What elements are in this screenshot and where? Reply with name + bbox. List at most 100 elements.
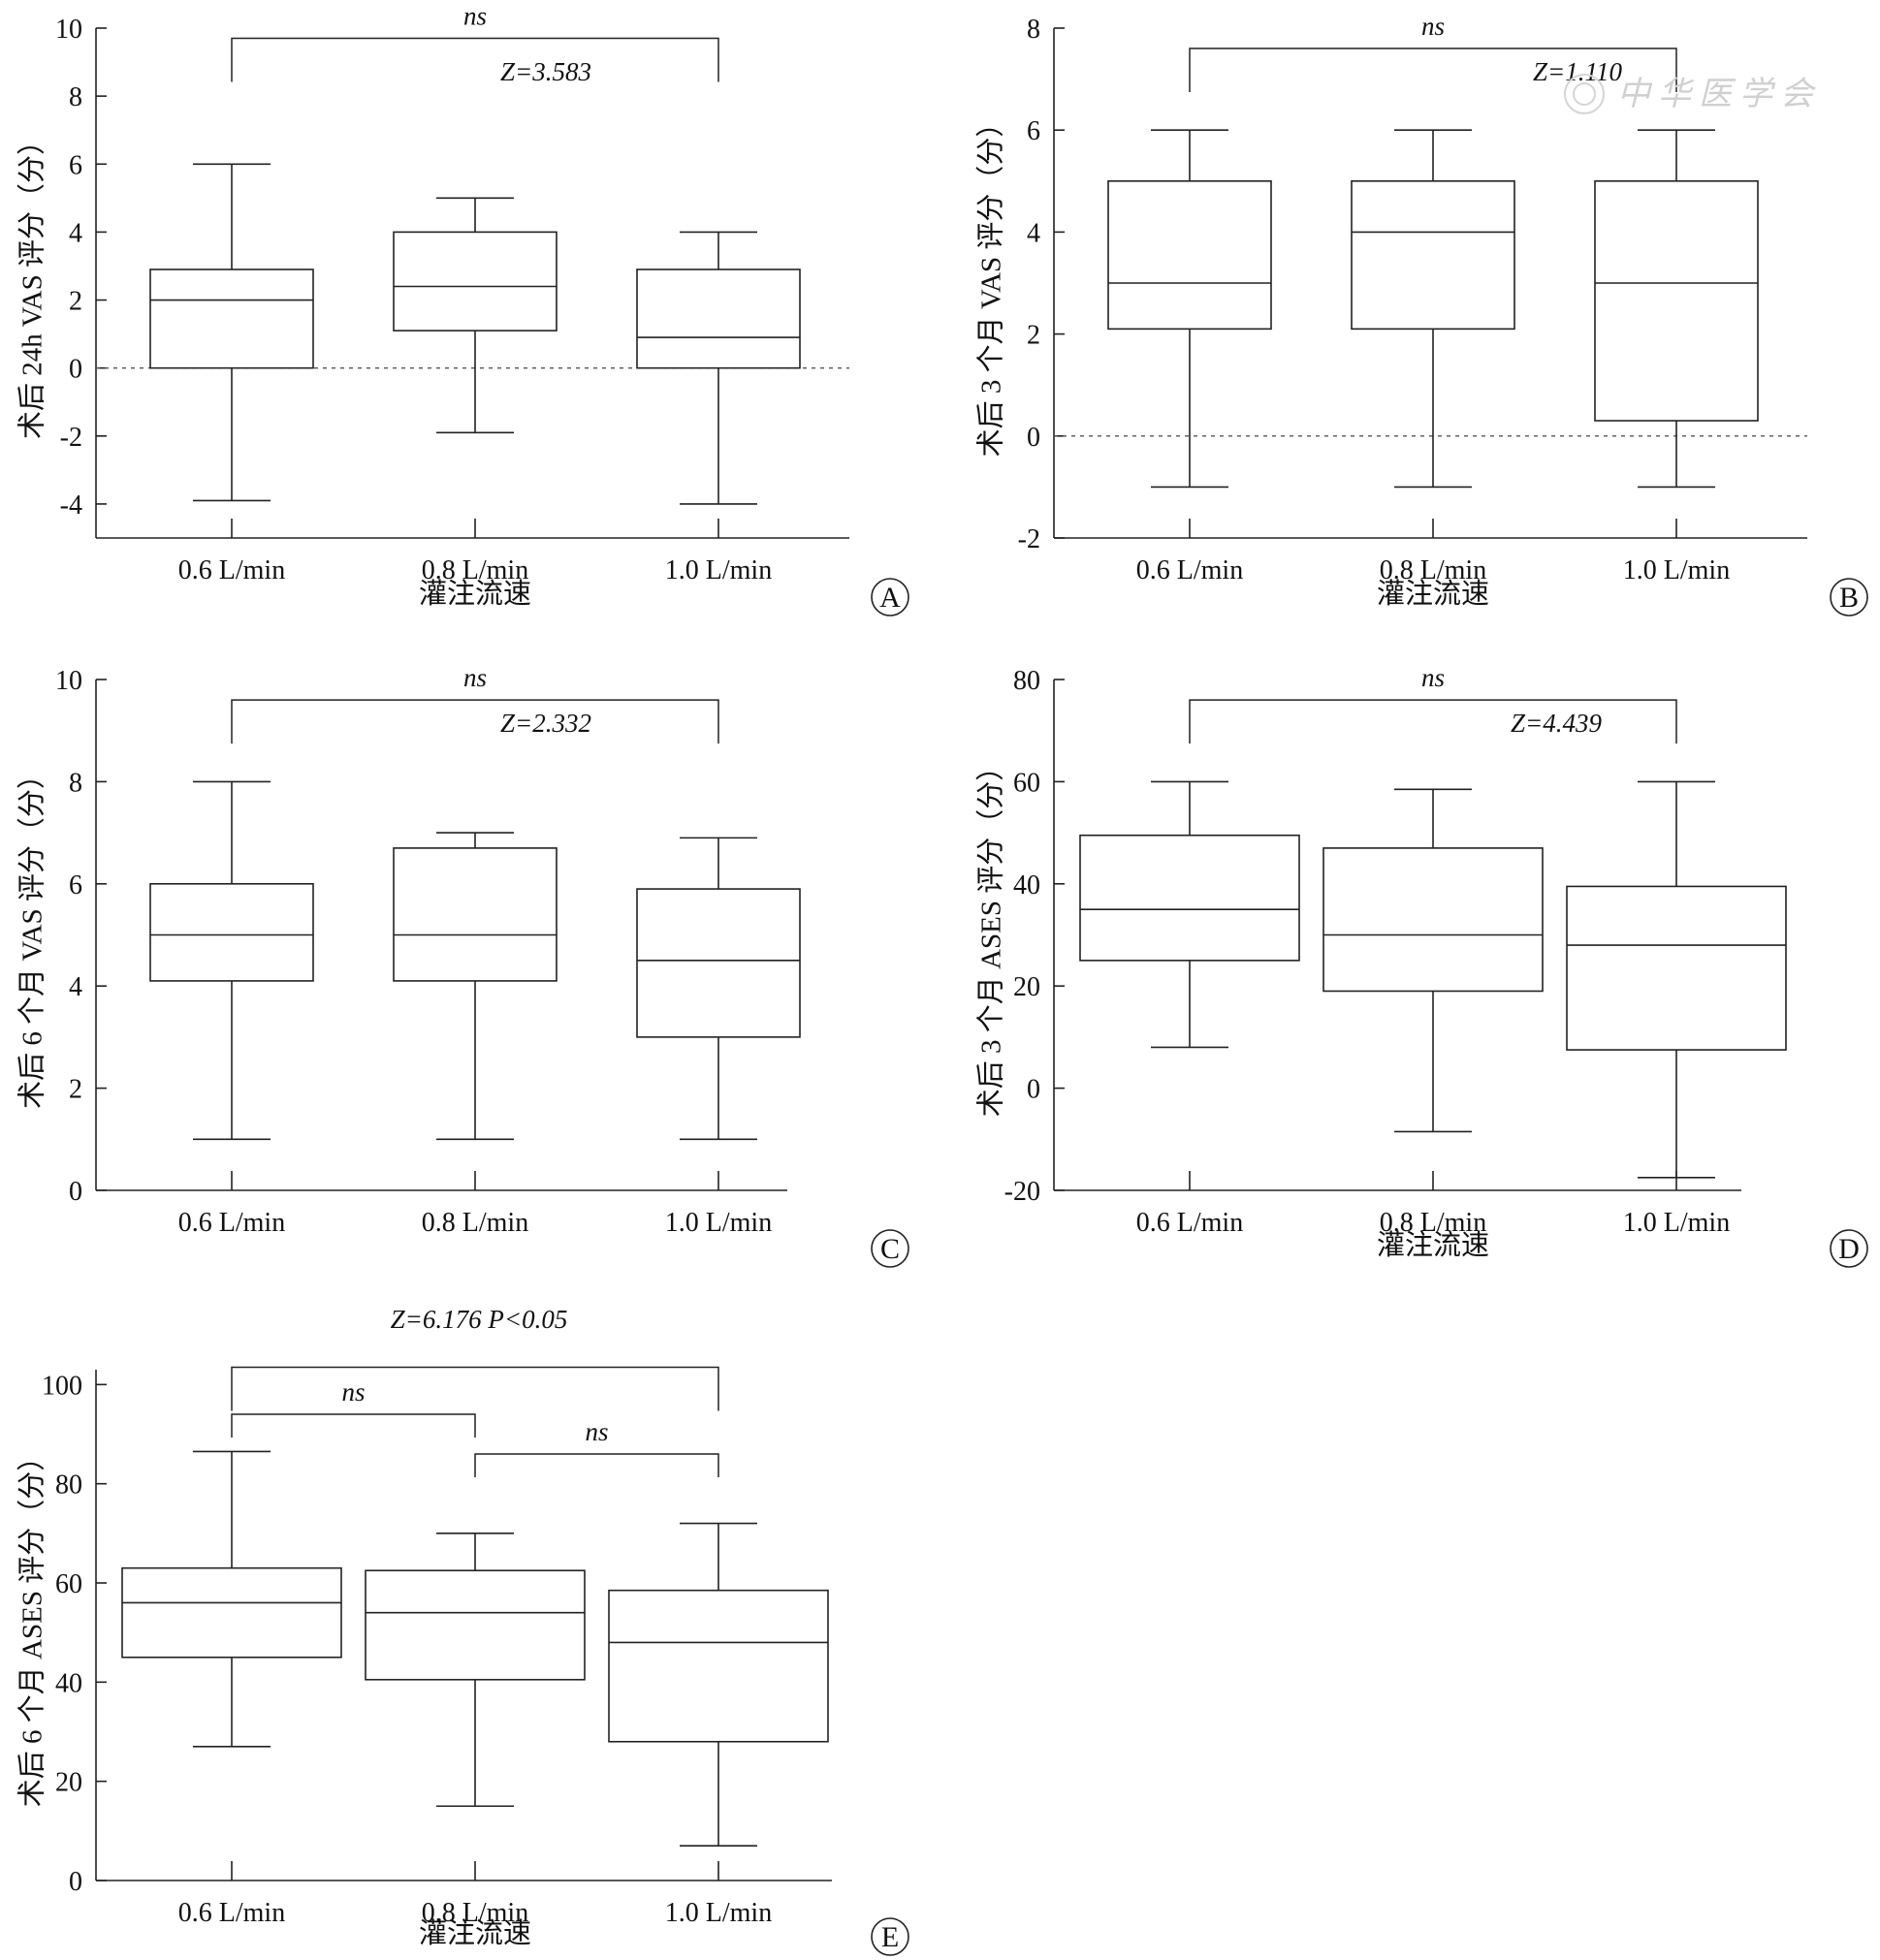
y-tick-label: -20 <box>1004 1177 1040 1207</box>
box-3 <box>636 231 801 505</box>
watermark-seal-icon <box>1564 74 1605 114</box>
y-tick-label: 0 <box>69 1867 82 1897</box>
box-1 <box>149 780 314 1141</box>
y-tick-label: 6 <box>1027 116 1040 146</box>
iqr-box <box>1322 847 1544 993</box>
x-tick-label: 1.0 L/min <box>665 1898 772 1928</box>
x-tick-label: 0.8 L/min <box>422 1208 528 1238</box>
y-axis-title: 术后 6 个月 ASES 评分（分） <box>16 1443 48 1807</box>
x-tick-label: 0.6 L/min <box>178 1898 285 1928</box>
iqr-box <box>1594 180 1759 422</box>
statistic-annotation: Z=4.439 <box>1511 709 1602 738</box>
x-axis-title: 灌注流速 <box>1377 578 1489 610</box>
bracket-line <box>1189 699 1677 744</box>
x-tick-label: 0.8 L/min <box>1380 555 1486 585</box>
iqr-box <box>1351 180 1515 331</box>
panel-a: -4 -2 0 2 4 6 8 10 0.6 L/min 0.8 L/min 1.0 L/min ns… <box>16 2 909 616</box>
panel-letter-badge: E <box>871 1917 909 1956</box>
x-tick-label: 1.0 L/min <box>665 1208 772 1238</box>
box-1 <box>1079 780 1300 1049</box>
bracket-line <box>231 37 719 82</box>
x-axis-title: 灌注流速 <box>419 1917 531 1949</box>
y-tick-label: 4 <box>1027 218 1040 248</box>
y-axis-title: 术后 24h VAS 评分（分） <box>16 127 48 439</box>
y-axis-title: 术后 3 个月 VAS 评分（分） <box>975 110 1007 458</box>
x-axis-title: 灌注流速 <box>1377 1229 1489 1261</box>
y-tick-label: 80 <box>55 1470 82 1501</box>
watermark: 中华医学会 <box>1564 74 1821 114</box>
y-tick-label: 40 <box>1013 870 1040 901</box>
y-tick-label: 4 <box>69 218 82 248</box>
x-tick-label: 1.0 L/min <box>1623 555 1730 585</box>
bracket-label: ns <box>463 2 487 31</box>
significance-bracket: ns <box>231 663 719 744</box>
x-tick-label: 0.8 L/min <box>1380 1208 1486 1238</box>
bracket-line <box>474 1453 719 1477</box>
y-axis-title: 术后 3 个月 ASES 评分（分） <box>975 753 1007 1117</box>
box-3 <box>1566 780 1787 1179</box>
panel-d: -20 0 20 40 60 80 0.6 L/min 0.8 L/min 1.0 L/min n… <box>975 663 1868 1268</box>
box-1 <box>1107 129 1272 489</box>
bracket-line <box>231 699 719 744</box>
x-tick-label: 0.6 L/min <box>178 1208 285 1238</box>
y-tick-label: 40 <box>55 1668 82 1698</box>
box-2 <box>1322 788 1544 1133</box>
y-tick-label: 8 <box>69 82 82 112</box>
significance-bracket: ns <box>231 2 719 82</box>
y-tick-label: 0 <box>1027 1075 1040 1105</box>
y-tick-label: 2 <box>69 287 82 317</box>
y-tick-label: 2 <box>69 1075 82 1105</box>
statistic-annotation: Z=2.332 <box>500 709 591 738</box>
x-tick-label: 0.6 L/min <box>1136 555 1243 585</box>
box-2 <box>1351 129 1515 489</box>
iqr-box <box>365 1569 586 1681</box>
x-tick-label: 0.6 L/min <box>178 555 285 585</box>
y-tick-label: 0 <box>69 1177 82 1207</box>
panel-letter: A <box>879 582 901 614</box>
panel-letter-circle <box>1830 578 1868 616</box>
y-tick-label: 20 <box>1013 972 1040 1002</box>
box-3 <box>608 1522 829 1847</box>
box-3 <box>1594 129 1759 489</box>
panel-letter-circle <box>871 578 909 616</box>
y-tick-label: 60 <box>55 1569 82 1599</box>
bracket-line <box>231 1413 476 1438</box>
watermark-text: 中华医学会 <box>1617 77 1821 112</box>
y-tick-label: 6 <box>69 150 82 180</box>
watermark-seal-inner <box>1573 82 1596 106</box>
box-2 <box>365 1533 586 1808</box>
iqr-box <box>149 269 314 369</box>
iqr-box <box>393 847 558 982</box>
bracket-line <box>231 1366 719 1411</box>
y-tick-label: 60 <box>1013 768 1040 798</box>
x-tick-label: 0.8 L/min <box>422 1898 528 1928</box>
panel-letter-badge: C <box>871 1229 909 1268</box>
x-tick-label: 0.8 L/min <box>422 555 528 585</box>
bracket-label: ns <box>585 1417 608 1446</box>
x-tick-label: 1.0 L/min <box>665 555 772 585</box>
box-1 <box>121 1450 342 1748</box>
y-axis-title: 术后 6 个月 VAS 评分（分） <box>16 761 48 1109</box>
panel-letter: D <box>1838 1233 1860 1265</box>
iqr-box <box>121 1566 342 1659</box>
panel-e: 0 20 40 60 80 100 0.6 L/min 0.8 L/min 1.0 L/min n… <box>16 1305 909 1956</box>
statistic-annotation: Z=3.583 <box>500 57 591 86</box>
iqr-box <box>608 1589 829 1743</box>
y-tick-label: 10 <box>55 15 82 45</box>
panel-b: -2 0 2 4 6 8 0.6 L/min 0.8 L/min 1.0 L/min ns Z=1.… <box>975 12 1868 616</box>
panel-letter: E <box>881 1921 899 1953</box>
bracket-label: ns <box>1421 12 1445 41</box>
panel-letter-badge: D <box>1830 1229 1868 1268</box>
x-tick-label: 0.6 L/min <box>1136 1208 1243 1238</box>
y-tick-label: 4 <box>69 972 82 1002</box>
statistic-annotation: Z=6.176 P<0.05 <box>391 1305 568 1334</box>
y-tick-label: 0 <box>1027 423 1040 453</box>
box-2 <box>393 197 558 434</box>
significance-bracket <box>231 1366 719 1411</box>
iqr-box <box>636 269 801 369</box>
bracket-label: ns <box>463 663 487 692</box>
panel-letter: C <box>880 1233 900 1265</box>
y-tick-label: 6 <box>69 870 82 901</box>
iqr-box <box>1079 834 1300 962</box>
y-tick-label: 8 <box>69 768 82 798</box>
